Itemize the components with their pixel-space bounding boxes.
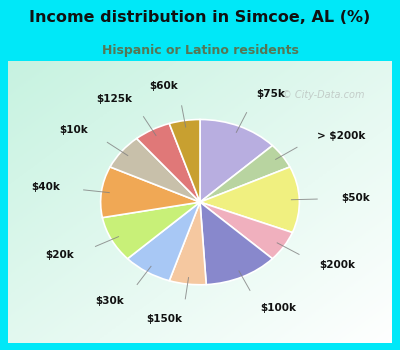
Text: © City-Data.com: © City-Data.com	[282, 90, 364, 100]
Text: $30k: $30k	[96, 296, 124, 306]
Wedge shape	[200, 202, 292, 259]
Text: $100k: $100k	[260, 303, 296, 313]
Wedge shape	[128, 202, 200, 281]
Wedge shape	[137, 124, 200, 202]
Text: $40k: $40k	[31, 182, 60, 192]
Text: $75k: $75k	[256, 89, 285, 99]
Text: $20k: $20k	[46, 250, 74, 260]
Text: $150k: $150k	[146, 314, 182, 323]
Wedge shape	[169, 202, 206, 285]
Wedge shape	[200, 167, 299, 232]
Text: > $200k: > $200k	[317, 131, 365, 141]
Wedge shape	[102, 202, 200, 259]
Text: $200k: $200k	[319, 260, 355, 270]
Wedge shape	[200, 146, 290, 202]
Wedge shape	[200, 119, 272, 202]
Text: $10k: $10k	[60, 125, 88, 135]
Text: Income distribution in Simcoe, AL (%): Income distribution in Simcoe, AL (%)	[29, 10, 371, 25]
Wedge shape	[110, 139, 200, 202]
Wedge shape	[101, 167, 200, 218]
Wedge shape	[200, 202, 272, 285]
Wedge shape	[169, 119, 200, 202]
Text: $50k: $50k	[341, 194, 370, 203]
Text: $125k: $125k	[96, 94, 132, 104]
Text: $60k: $60k	[149, 81, 178, 91]
Text: Hispanic or Latino residents: Hispanic or Latino residents	[102, 44, 298, 57]
